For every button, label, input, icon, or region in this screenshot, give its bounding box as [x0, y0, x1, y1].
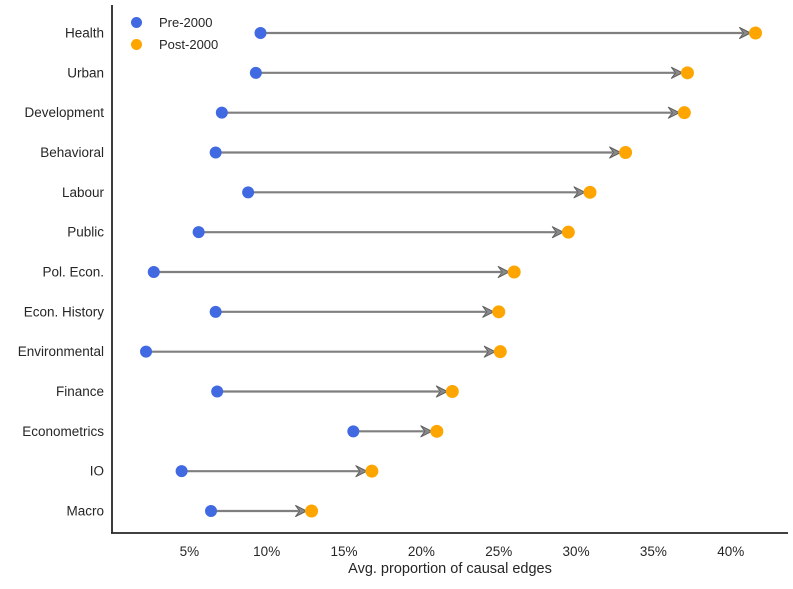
arrowhead-icon	[355, 465, 368, 478]
post-2000-dot	[561, 225, 575, 239]
legend-item-post-2000: Post-2000	[131, 36, 218, 53]
x-tick-label: 10%	[253, 544, 280, 559]
arrowhead-icon	[670, 66, 683, 79]
category-label: Public	[67, 225, 104, 240]
arrowhead-icon	[739, 27, 752, 39]
post-2000-dot	[619, 145, 633, 159]
post-2000-dot	[680, 66, 694, 80]
category-label: Econometrics	[22, 424, 104, 439]
x-tick-label: 20%	[408, 544, 435, 559]
arrowhead-icon	[420, 425, 433, 438]
pre-2000-dot	[215, 106, 228, 119]
arrowhead-icon	[482, 305, 495, 318]
pre-2000-dot	[347, 425, 360, 438]
category-label: Development	[24, 105, 104, 120]
pre-2000-dot	[209, 305, 222, 318]
category-label: Macro	[66, 503, 104, 518]
post-2000-dot	[445, 384, 459, 398]
legend-label: Pre-2000	[159, 15, 213, 30]
post-2000-dot	[430, 424, 444, 438]
arrowhead-icon	[551, 226, 564, 239]
x-tick-label: 35%	[640, 544, 667, 559]
pre-2000-dot	[209, 146, 222, 159]
arrowhead-icon	[609, 146, 622, 159]
post-2000-dot	[305, 504, 319, 518]
post-2000-dot	[493, 345, 507, 359]
arrowhead-icon	[497, 265, 510, 278]
x-tick-label: 30%	[563, 544, 590, 559]
x-tick-label: 5%	[180, 544, 200, 559]
category-label: Econ. History	[24, 304, 105, 319]
arrowhead-icon	[295, 504, 308, 517]
pre-2000-dot	[140, 345, 153, 358]
post-2000-dot	[492, 305, 506, 319]
pre-2000-dot	[211, 385, 224, 398]
legend-label: Post-2000	[159, 37, 219, 52]
category-label: Environmental	[18, 344, 104, 359]
pre-2000-dot	[242, 186, 255, 199]
category-label: Behavioral	[40, 145, 104, 160]
category-label: Urban	[67, 65, 104, 80]
pre-2000-dot	[254, 27, 267, 39]
x-tick-label: 15%	[331, 544, 358, 559]
arrowhead-icon	[435, 385, 448, 398]
arrowhead-icon	[573, 186, 586, 199]
x-tick-label: 25%	[485, 544, 512, 559]
category-label: Pol. Econ.	[42, 264, 104, 279]
pre-2000-dot	[175, 465, 188, 478]
category-label: IO	[90, 464, 104, 479]
arrowhead-icon	[667, 106, 680, 119]
legend-item-pre-2000: Pre-2000	[131, 14, 218, 31]
arrowhead-icon	[483, 345, 496, 358]
category-label: Health	[65, 26, 104, 41]
category-label: Finance	[56, 384, 104, 399]
post-2000-dot	[583, 185, 597, 199]
post-2000-dot	[365, 464, 379, 478]
chart-legend: Pre-2000 Post-2000	[131, 14, 218, 53]
category-label: Labour	[62, 185, 105, 200]
x-axis-title: Avg. proportion of causal edges	[348, 561, 552, 577]
pre-2000-dot	[147, 265, 160, 278]
x-tick-label: 40%	[717, 544, 744, 559]
pre-2000-dot	[249, 66, 262, 79]
pre-2000-dot	[192, 226, 205, 239]
post-2000-circle-icon	[131, 39, 142, 50]
post-2000-dot	[507, 265, 521, 279]
post-2000-dot	[749, 26, 763, 40]
pre-2000-circle-icon	[131, 17, 142, 28]
post-2000-dot	[677, 106, 691, 120]
pre-2000-dot	[205, 504, 218, 517]
